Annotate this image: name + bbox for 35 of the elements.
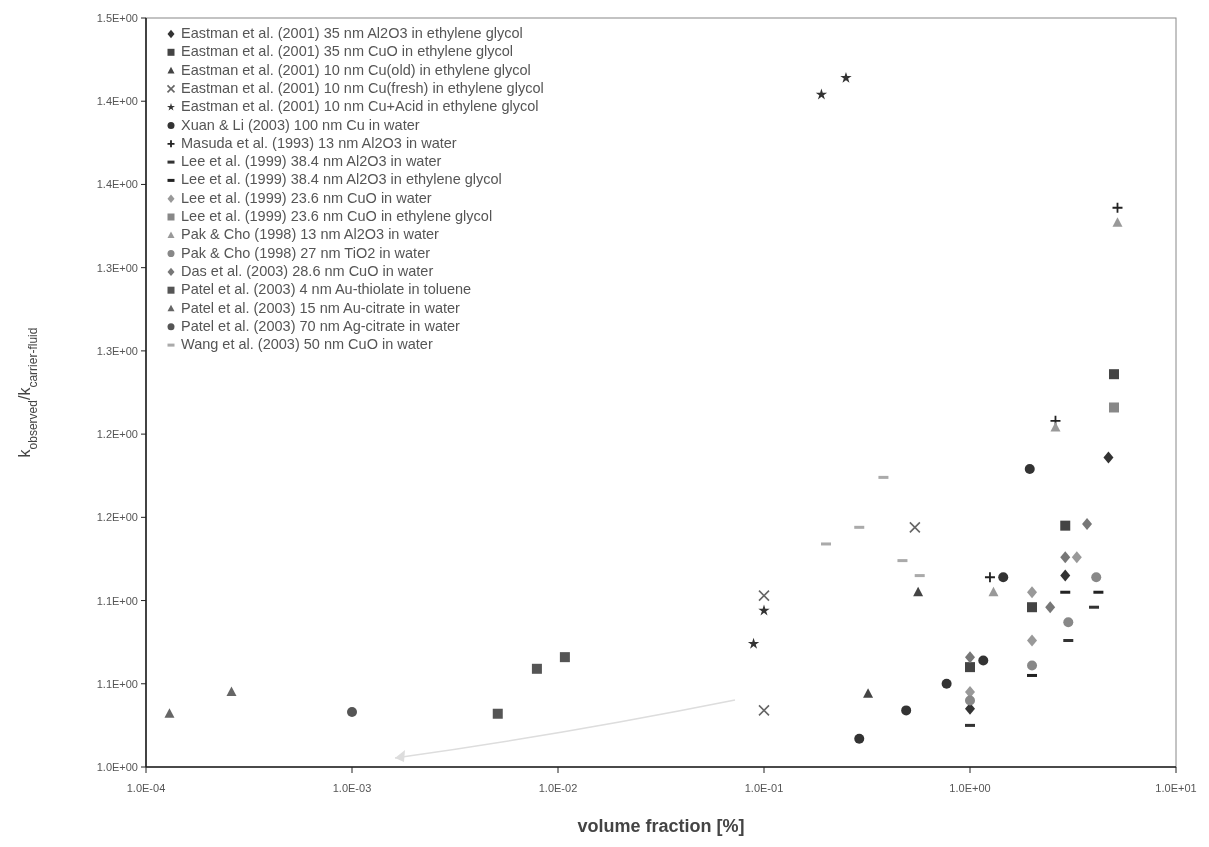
legend-label: Pak & Cho (1998) 27 nm TiO2 in water bbox=[181, 244, 431, 261]
legend-label: Pak & Cho (1998) 13 nm Al2O3 in water bbox=[181, 226, 440, 243]
x-tick-label: 1.0E-01 bbox=[744, 782, 784, 794]
y-tick-label: 1.1E+00 bbox=[96, 594, 138, 607]
y-tick-label: 1.4E+00 bbox=[96, 95, 138, 108]
legend-label: Lee et al. (1999) 23.6 nm CuO in water bbox=[181, 189, 432, 206]
x-tick-label: 1.0E-02 bbox=[538, 782, 578, 794]
x-tick-label: 1.0E+01 bbox=[1155, 782, 1197, 794]
y-tick-label: 1.2E+00 bbox=[96, 428, 138, 441]
x-tick-label: 1.0E-04 bbox=[126, 782, 166, 794]
x-tick-label: 1.0E-03 bbox=[332, 782, 372, 794]
legend-label: Wang et al. (2003) 50 nm CuO in water bbox=[181, 336, 433, 353]
legend-label: Patel et al. (2003) 4 nm Au-thiolate in toluene bbox=[181, 281, 472, 298]
y-tick-label: 1.4E+00 bbox=[96, 178, 138, 191]
legend-label: Patel et al. (2003) 15 nm Au-citrate in water bbox=[181, 299, 461, 316]
legend-label: Patel et al. (2003) 70 nm Ag-citrate in water bbox=[181, 317, 461, 334]
legend-label: Das et al. (2003) 28.6 nm CuO in water bbox=[181, 262, 434, 279]
legend-label: Eastman et al. (2001) 35 nm CuO in ethylene glycol bbox=[181, 43, 514, 60]
legend-label: Eastman et al. (2001) 10 nm Cu+Acid in ethylene glycol bbox=[181, 98, 539, 115]
y-tick-label: 1.3E+00 bbox=[96, 261, 138, 274]
x-axis-title: volume fraction [%] bbox=[577, 816, 745, 836]
legend-label: Lee et al. (1999) 38.4 nm Al2O3 in water bbox=[181, 153, 442, 170]
legend-label: Eastman et al. (2001) 10 nm Cu(old) in ethylene glycol bbox=[181, 61, 531, 78]
legend-label: Lee et al. (1999) 23.6 nm CuO in ethylene glycol bbox=[181, 208, 493, 224]
y-tick-label: 1.3E+00 bbox=[96, 344, 138, 357]
legend-label: Masuda et al. (1993) 13 nm Al2O3 in water bbox=[181, 134, 457, 151]
x-tick-label: 1.0E+00 bbox=[949, 782, 991, 794]
legend-label: Eastman et al. (2001) 35 nm Al2O3 in ethylene glycol bbox=[181, 25, 523, 41]
y-tick-label: 1.0E+00 bbox=[96, 761, 138, 773]
legend-label: Eastman et al. (2001) 10 nm Cu(fresh) in ethylene glycol bbox=[181, 79, 544, 96]
y-tick-label: 1.5E+00 bbox=[96, 12, 138, 24]
y-tick-label: 1.1E+00 bbox=[96, 677, 138, 690]
y-tick-label: 1.2E+00 bbox=[96, 511, 138, 524]
legend-label: Xuan & Li (2003) 100 nm Cu in water bbox=[181, 116, 420, 133]
legend-label: Lee et al. (1999) 38.4 nm Al2O3 in ethylene glycol bbox=[181, 171, 502, 188]
